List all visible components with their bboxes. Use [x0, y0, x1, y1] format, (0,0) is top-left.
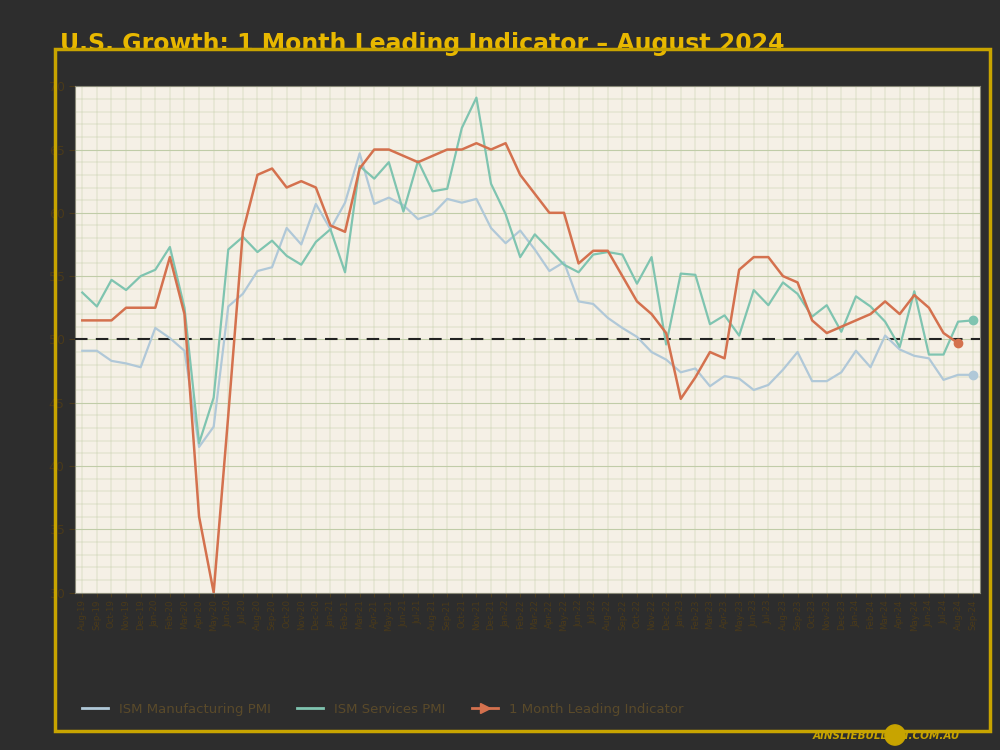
Legend: ISM Manufacturing PMI, ISM Services PMI, 1 Month Leading Indicator: ISM Manufacturing PMI, ISM Services PMI,…: [77, 698, 689, 721]
Text: U.S. Growth: 1 Month Leading Indicator – August 2024: U.S. Growth: 1 Month Leading Indicator –…: [60, 32, 784, 56]
Circle shape: [885, 724, 905, 746]
Text: AINSLIEBULLION.COM.AU: AINSLIEBULLION.COM.AU: [813, 731, 960, 741]
